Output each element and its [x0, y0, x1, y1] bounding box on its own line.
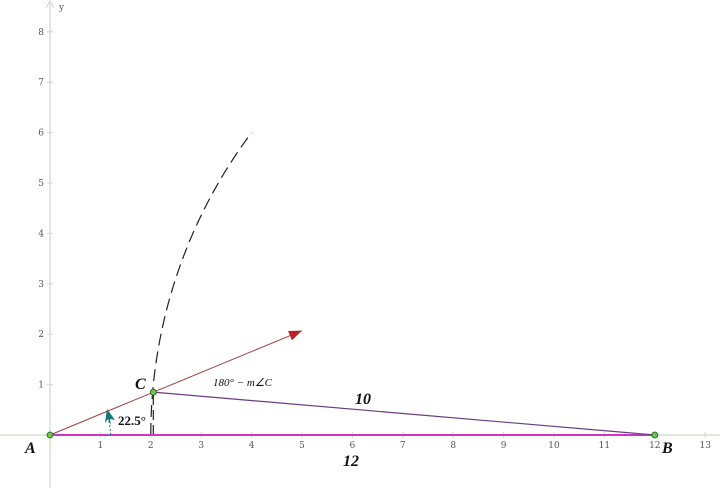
y-tick-label: 1 — [38, 381, 44, 391]
y-tick-label: 3 — [38, 280, 44, 290]
x-tick-label: 3 — [198, 441, 204, 451]
point-label-c: C — [135, 376, 146, 393]
x-tick-label: 4 — [249, 441, 255, 451]
x-tick-label: 5 — [299, 441, 305, 451]
compass-arc — [150, 132, 253, 436]
x-tick-label: 13 — [699, 441, 711, 451]
point-label-b: B — [661, 440, 673, 457]
x-tick-label: 10 — [548, 441, 560, 451]
y-axis-label: y — [58, 3, 65, 13]
y-tick-label: 2 — [38, 330, 44, 340]
y-tick-label: 4 — [38, 229, 44, 239]
ray-from-a — [49, 330, 303, 436]
x-tick-label: 11 — [599, 441, 610, 451]
segment-bc — [153, 391, 655, 436]
y-axis-arrow — [45, 0, 55, 9]
angle-a-arrow-icon — [105, 409, 115, 425]
y-tick-label: 7 — [38, 78, 44, 88]
y-tick-label: 6 — [38, 129, 44, 139]
x-tick-label: 2 — [148, 441, 154, 451]
angle-c-expression: 180° − m∠C — [213, 377, 273, 389]
point-c — [149, 388, 157, 396]
point-b — [651, 431, 659, 439]
point-a — [46, 431, 54, 439]
x-tick-label: 8 — [450, 441, 456, 451]
y-tick-label: 8 — [38, 28, 44, 38]
x-tick-label: 9 — [501, 441, 507, 451]
ray-arrowhead — [288, 330, 302, 341]
x-tick-label: 1 — [98, 441, 104, 451]
x-tick-label: 12 — [649, 441, 660, 451]
angle-a-label: 22.5° — [118, 413, 146, 428]
x-tick-label: 6 — [350, 441, 356, 451]
side-ab-label: 12 — [343, 453, 359, 470]
point-label-a: A — [24, 440, 36, 457]
shapes — [46, 132, 659, 439]
y-tick-label: 5 — [38, 179, 44, 189]
x-tick-label: 7 — [400, 441, 406, 451]
side-bc-label: 10 — [355, 391, 371, 408]
angle-a-arc — [105, 411, 111, 436]
